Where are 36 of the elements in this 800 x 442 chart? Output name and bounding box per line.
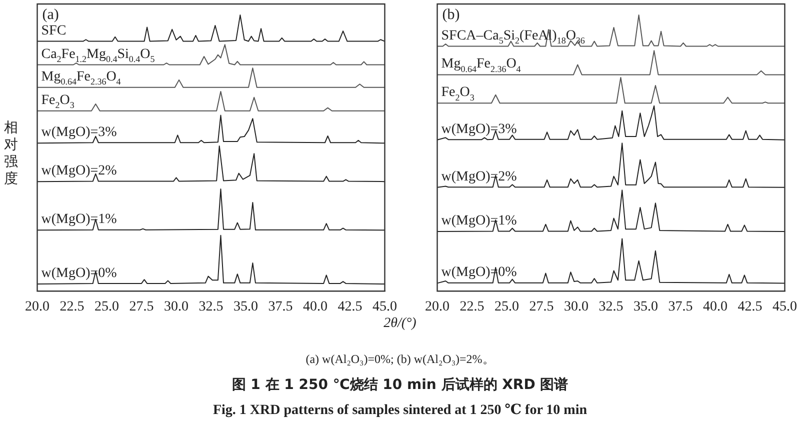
x-tick-label: 20.0 <box>25 299 50 314</box>
x-tick-label: 42.5 <box>338 299 362 314</box>
series-label: w(MgO)=1% <box>41 212 118 228</box>
series-label: w(MgO)=2% <box>41 164 118 179</box>
x-tick-label: 35.0 <box>234 299 258 314</box>
annotation: (b) <box>442 7 460 23</box>
caption: 图 1 在 1 250 ℃烧结 10 min 后试样的 XRD 图谱 <box>230 376 570 395</box>
x-tick-label: 20.0 <box>425 299 450 314</box>
x-tick-label: 45.0 <box>772 299 797 314</box>
x-tick-label: 30.0 <box>564 299 588 314</box>
series-label: w(MgO)=3% <box>441 122 518 137</box>
text: (a) w(Al₂O₃)=0%; (b) w(Al₂O₃)=2%。 <box>304 351 496 368</box>
x-tick-label: 32.5 <box>598 299 624 314</box>
x-axis-title: 2θ/(°) <box>382 316 418 332</box>
x-tick-label: 22.5 <box>60 299 84 314</box>
x-tick-label: 32.5 <box>198 299 224 314</box>
x-tick-label: 22.5 <box>460 299 484 314</box>
x-tick-label: 25.0 <box>94 299 119 314</box>
x-tick-label: 25.0 <box>494 299 519 314</box>
x-tick-label: 37.5 <box>668 299 693 314</box>
y-axis-title: 相对强度 <box>3 120 19 188</box>
x-tick-label: 45.0 <box>372 299 397 314</box>
x-tick-label: 40.0 <box>703 299 728 314</box>
x-tick-label: 37.5 <box>268 299 293 314</box>
annotation: (a) <box>42 7 59 23</box>
x-tick-label: 27.5 <box>129 299 154 314</box>
x-tick-label: 30.0 <box>164 299 188 314</box>
x-tick-label: 42.5 <box>738 299 762 314</box>
series-label: w(MgO)=3% <box>41 125 118 140</box>
series-label: w(MgO)=2% <box>441 169 518 184</box>
series-label: SFC <box>41 23 66 38</box>
x-tick-label: 27.5 <box>529 299 554 314</box>
series-label: w(MgO)=1% <box>441 214 518 229</box>
caption: Fig. 1 XRD patterns of samples sintered at 1 250 ℃ for 10 min <box>212 402 588 420</box>
x-tick-label: 35.0 <box>634 299 658 314</box>
x-tick-label: 40.0 <box>303 299 328 314</box>
